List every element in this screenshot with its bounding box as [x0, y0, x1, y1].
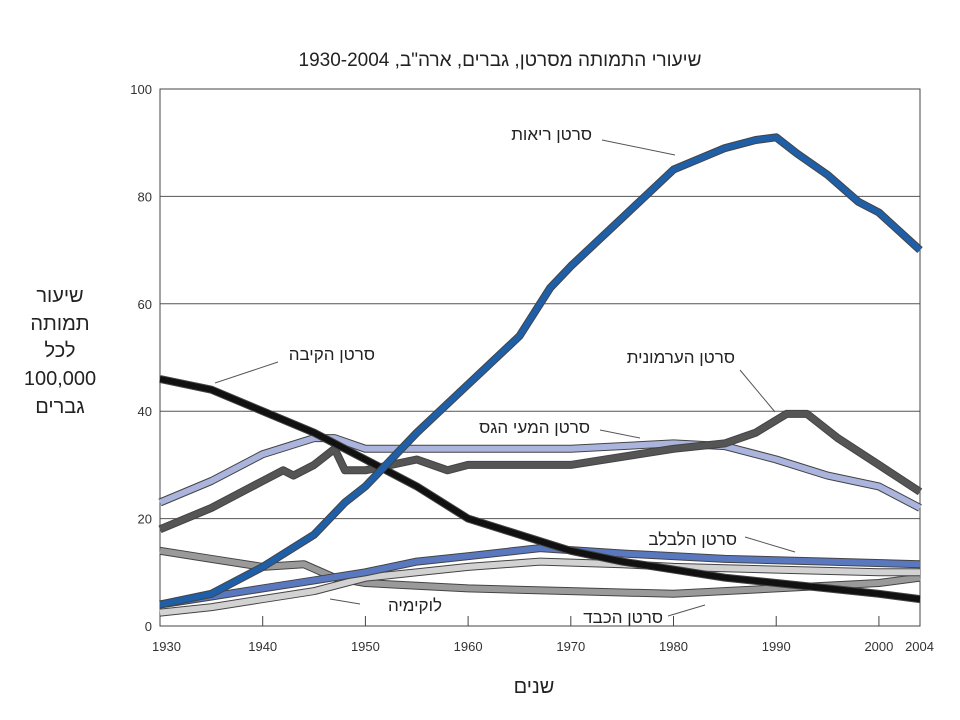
x-tick-label: 2004	[905, 639, 934, 654]
series-label-pancreas: סרטן הלבלב	[648, 530, 737, 549]
series-line	[159, 133, 923, 609]
x-tick-label: 2000	[864, 639, 893, 654]
chart-title: שיעורי התמותה מסרטן, גברים, ארה"ב, 1930-…	[299, 50, 702, 71]
ylabel-line: שיעור	[36, 285, 83, 307]
x-tick-label: 1980	[659, 639, 688, 654]
x-tick-label: 1970	[556, 639, 585, 654]
x-axis-label: שנים	[514, 676, 555, 698]
x-tick-label: 1960	[454, 639, 483, 654]
series-line	[159, 375, 921, 604]
ylabel-line: תמותה	[30, 313, 89, 335]
x-tick-label: 1990	[762, 639, 791, 654]
series-line-stroke	[159, 545, 921, 608]
ylabel-line: גברים	[35, 396, 84, 418]
series-label-colorectal: סרטן המעי הגס	[479, 418, 590, 437]
series-label-lung: סרטן ריאות	[511, 125, 592, 144]
series-line-stroke	[158, 410, 922, 533]
y-axis-label: שיעור תמותה לכל 100,000 גברים	[24, 285, 96, 418]
x-tick-label: 1940	[248, 639, 277, 654]
y-tick-label: 80	[138, 189, 152, 204]
series-line-stroke	[159, 134, 923, 608]
x-tick-label: 1930	[152, 639, 181, 654]
series-line	[159, 557, 920, 617]
x-tick-label: 1950	[351, 639, 380, 654]
series-line	[158, 409, 923, 533]
y-tick-label: 0	[145, 619, 152, 634]
y-tick-label: 100	[130, 82, 152, 97]
series-line	[158, 434, 922, 512]
series-label-leukemia: לוקימיה	[388, 596, 442, 615]
series-line-outline	[159, 133, 923, 609]
series-line-stroke	[159, 558, 920, 616]
series-label-stomach: סרטן הקיבה	[289, 345, 375, 364]
series-label-liver: סרטן הכבד	[583, 608, 663, 627]
y-tick-label: 20	[138, 512, 152, 527]
series-label-prostate: סרטן הערמונית	[627, 348, 735, 367]
ylabel-line: לכל	[45, 340, 76, 362]
series-line-stroke	[158, 435, 922, 511]
y-tick-label: 60	[138, 297, 152, 312]
series-line	[159, 544, 921, 609]
series-line-stroke	[159, 376, 921, 603]
y-tick-label: 40	[138, 404, 152, 419]
ylabel-line: 100,000	[24, 368, 96, 390]
plot-frame	[159, 88, 921, 627]
